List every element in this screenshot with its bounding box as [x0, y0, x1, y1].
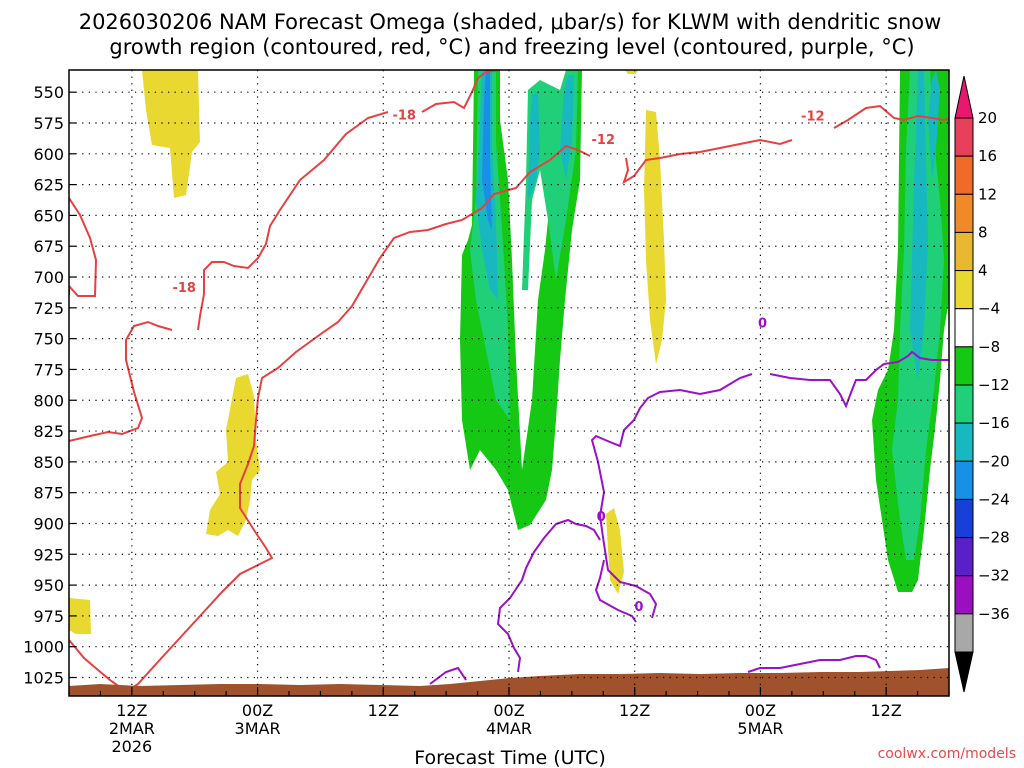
contour-label: -18	[172, 281, 196, 296]
y-tick-label: 550	[33, 83, 64, 102]
contour-label: -12	[801, 110, 825, 125]
colorbar-swatch	[954, 155, 974, 195]
colorbar-swatch	[954, 346, 974, 386]
omega-downward-regions	[69, 70, 666, 634]
colorbar-swatch	[954, 270, 974, 310]
y-tick-label: 825	[33, 422, 64, 441]
colorbar-swatch	[954, 422, 974, 462]
colorbar-swatch	[954, 575, 974, 615]
colorbar-label: −4	[978, 300, 1000, 318]
x-tick-label: 00Z	[493, 701, 524, 720]
x-tick-label: 4MAR	[486, 719, 532, 738]
y-tick-label: 925	[33, 545, 64, 564]
x-tick-label: 3MAR	[235, 719, 281, 738]
colorbar-label: 20	[978, 109, 997, 127]
colorbar-label: −16	[978, 414, 1010, 432]
omega-upward-region-5mar	[872, 70, 949, 592]
colorbar-bottom-arrow	[954, 651, 974, 693]
colorbar-label: −12	[978, 376, 1010, 394]
colorbar-label: −36	[978, 605, 1010, 623]
y-tick-label: 750	[33, 330, 64, 349]
x-axis-label: Forecast Time (UTC)	[414, 747, 605, 768]
plot-content	[69, 70, 949, 696]
colorbar: 20 16 12 8 4 −4 −8 −12 −16 −20 −24 −28 −32 −36	[954, 75, 1010, 693]
credit-text: coolwx.com/models	[878, 746, 1016, 762]
y-tick-label: 975	[33, 607, 64, 626]
contour-label: -18	[392, 108, 416, 123]
y-tick-label: 800	[33, 391, 64, 410]
x-tick-label: 00Z	[242, 701, 273, 720]
colorbar-label: 8	[978, 223, 988, 241]
x-tick-label: 12Z	[116, 701, 147, 720]
y-tick-label: 675	[33, 237, 64, 256]
y-tick-label: 850	[33, 453, 64, 472]
x-tick-label: 2MAR	[109, 719, 155, 738]
y-tick-label: 725	[33, 299, 64, 318]
colorbar-swatch	[954, 308, 974, 348]
contour-minus18-main	[69, 70, 501, 442]
y-tick-label: 625	[33, 176, 64, 195]
colorbar-label: 4	[978, 262, 988, 280]
colorbar-top-arrow	[954, 75, 974, 119]
contour-label: 0	[597, 510, 606, 525]
colorbar-label: −24	[978, 490, 1010, 508]
terrain-fill	[69, 668, 949, 696]
y-tick-label: 600	[33, 145, 64, 164]
omega-upward-region-4mar	[460, 70, 582, 530]
y-axis-ticks: 550 575 600 625 650 675 700 725 750 775 800 825 850 8…	[23, 83, 76, 688]
colorbar-swatch	[954, 460, 974, 500]
colorbar-label: −32	[978, 567, 1010, 585]
chart-title-line1: 2026030206 NAM Forecast Omega (shaded, μ…	[79, 10, 942, 34]
x-tick-label: 12Z	[870, 701, 901, 720]
y-tick-label: 950	[33, 576, 64, 595]
contour-freezing-level	[429, 350, 949, 685]
x-tick-label: 00Z	[745, 701, 776, 720]
contour-label: -12	[592, 133, 616, 148]
colorbar-label: 16	[978, 147, 997, 165]
colorbar-swatch	[954, 498, 974, 539]
x-tick-label: 12Z	[619, 701, 650, 720]
colorbar-swatch	[954, 384, 974, 424]
y-tick-label: 650	[33, 206, 64, 225]
y-tick-label: 875	[33, 484, 64, 503]
y-tick-label: 575	[33, 114, 64, 133]
x-tick-label: 2026	[111, 737, 152, 756]
chart-title-line2: growth region (contoured, red, °C) and f…	[109, 35, 914, 59]
colorbar-label: 12	[978, 185, 997, 203]
colorbar-label: −20	[978, 452, 1010, 470]
y-tick-label: 1025	[23, 669, 64, 688]
colorbar-swatch	[954, 613, 974, 653]
colorbar-swatch	[954, 117, 974, 157]
colorbar-label: −8	[978, 338, 1000, 356]
contour-labels: -18 -18 -12 -12 0 0 0	[172, 108, 824, 615]
colorbar-swatch	[954, 537, 974, 577]
grid-layer	[69, 70, 949, 696]
colorbar-swatch	[954, 231, 974, 272]
y-tick-label: 700	[33, 268, 64, 287]
colorbar-swatch	[954, 193, 974, 233]
contour-minus12-main	[119, 104, 949, 696]
contour-minus18-upper	[69, 197, 98, 297]
colorbar-label: −28	[978, 529, 1010, 547]
x-tick-label: 12Z	[368, 701, 399, 720]
contour-label: 0	[634, 600, 643, 615]
y-tick-label: 900	[33, 514, 64, 533]
x-tick-label: 5MAR	[737, 719, 783, 738]
y-tick-label: 775	[33, 360, 64, 379]
contour-label: 0	[758, 317, 767, 332]
y-tick-label: 1000	[23, 638, 64, 657]
